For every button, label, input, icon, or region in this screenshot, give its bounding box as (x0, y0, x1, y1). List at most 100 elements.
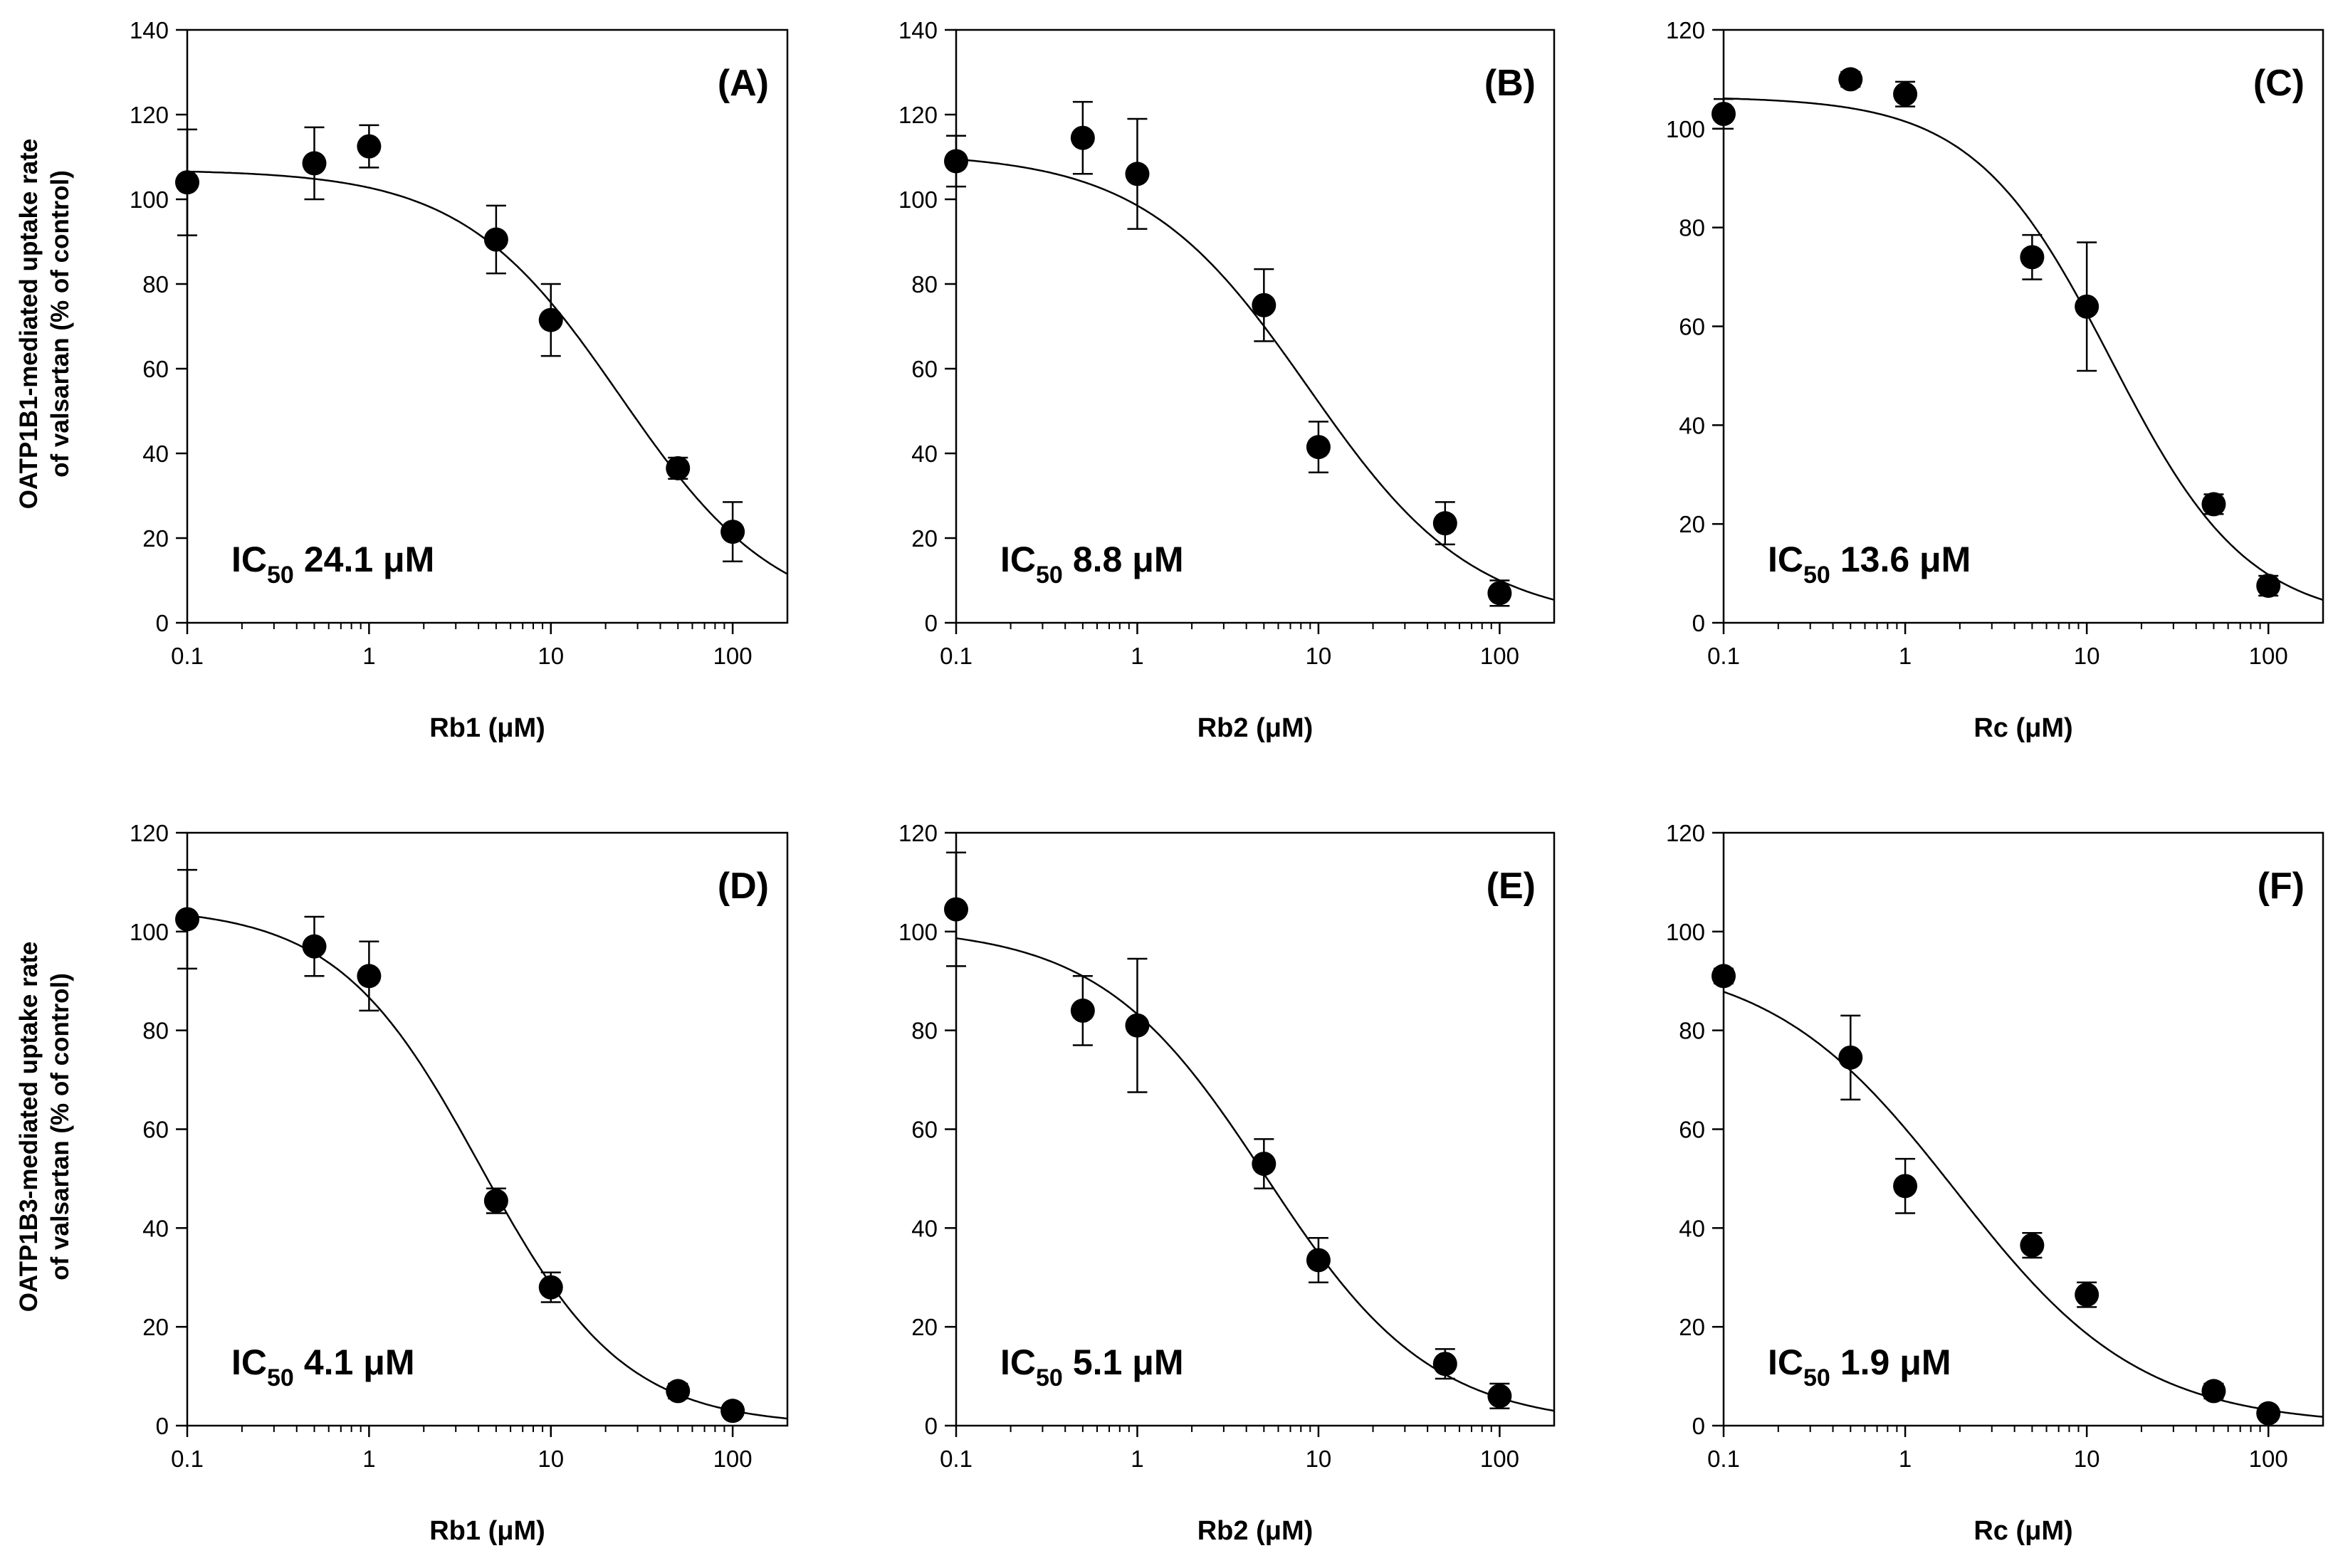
data-point (1306, 1248, 1331, 1273)
data-point (1252, 293, 1277, 317)
y-tick-label: 0 (1692, 1413, 1705, 1439)
y-tick-label: 40 (1679, 412, 1705, 438)
x-axis-label: Rb2 (μM) (1197, 713, 1314, 743)
y-tick-label: 120 (898, 820, 938, 846)
data-point (302, 934, 327, 959)
ic50-prefix: IC (231, 1342, 267, 1382)
x-tick-label: 0.1 (171, 1446, 204, 1472)
data-point (2020, 245, 2045, 270)
ic50-prefix: IC (1768, 540, 1803, 579)
y-tick-label: 60 (142, 356, 169, 382)
ic50-subscript: 50 (1036, 562, 1063, 589)
data-point (1125, 162, 1150, 186)
y-tick-label: 20 (911, 525, 938, 552)
y-tick-label: 60 (911, 356, 938, 382)
ic50-annotation: IC50 1.9 μM (1768, 1342, 1951, 1391)
data-point (1252, 1152, 1277, 1177)
y-tick-label: 100 (898, 186, 938, 213)
x-tick-label: 1 (1131, 643, 1143, 669)
data-point (2256, 573, 2281, 598)
x-tick-label: 100 (1480, 643, 1519, 669)
ic50-subscript: 50 (1803, 562, 1830, 589)
y-tick-label: 20 (1679, 511, 1705, 537)
y-tick-label: 80 (142, 1018, 169, 1044)
panel-label: (E) (1487, 865, 1536, 907)
data-point (1838, 1045, 1863, 1070)
x-tick-label: 10 (2074, 1446, 2100, 1472)
ic50-subscript: 50 (1036, 1364, 1063, 1391)
y-tick-label: 40 (911, 1215, 938, 1241)
ic50-value: 13.6 μM (1840, 540, 1971, 579)
data-point (1432, 511, 1457, 536)
data-point (2075, 1283, 2100, 1307)
y-tick-label: 40 (1679, 1215, 1705, 1241)
data-point (1838, 67, 1863, 92)
y-tick-label: 40 (142, 441, 169, 467)
ic50-subscript: 50 (267, 562, 294, 589)
panel-e: 0 20 40 60 80 100 120 0.1 1 10 100 Rb2 (μM) (E) IC50 5… (898, 820, 1556, 1546)
data-point (175, 907, 199, 932)
x-tick-label: 100 (713, 643, 753, 669)
ic50-value: 4.1 μM (304, 1342, 415, 1382)
data-point (1070, 125, 1095, 150)
data-point (2201, 492, 2226, 517)
ic50-value: 1.9 μM (1840, 1342, 1951, 1382)
x-tick-label: 0.1 (1707, 643, 1740, 669)
x-tick-label: 10 (538, 643, 564, 669)
ic50-annotation: IC50 8.8 μM (1000, 540, 1183, 589)
x-axis-label: Rc (μM) (1973, 1516, 2072, 1546)
x-tick-label: 100 (2249, 1446, 2288, 1472)
panel-c: 0 20 40 60 80 100 120 0.1 1 10 100 Rc (μM) (C) IC50 13… (1666, 17, 2324, 743)
y-tick-label: 0 (925, 610, 938, 636)
fit-curve (955, 158, 1555, 601)
panel-b: 0 20 40 60 80 100 120 140 0.1 1 10 100 Rb2 (μM) (B) IC… (898, 17, 1556, 743)
x-tick-label: 0.1 (940, 643, 973, 669)
data-point (1711, 964, 1736, 989)
plot-frame (1722, 28, 2324, 624)
y-tick-label: 100 (1666, 116, 1705, 142)
panel-label: (D) (718, 865, 769, 907)
data-point (2256, 1401, 2281, 1426)
data-point (357, 964, 382, 989)
y-tick-label: 0 (925, 1413, 938, 1439)
ic50-value: 24.1 μM (304, 540, 434, 579)
ic50-prefix: IC (1768, 1342, 1803, 1382)
plot-frame (955, 28, 1556, 624)
y-tick-label: 60 (1679, 1117, 1705, 1143)
y-tick-label: 120 (898, 102, 938, 128)
data-point (1432, 1352, 1457, 1377)
ic50-annotation: IC50 13.6 μM (1768, 540, 1971, 589)
data-point (1487, 581, 1512, 606)
y-tick-label: 100 (130, 186, 169, 213)
x-axis-label: Rb1 (μM) (429, 1516, 545, 1546)
data-point (2020, 1233, 2045, 1258)
x-tick-label: 10 (1306, 643, 1332, 669)
ic50-prefix: IC (1000, 540, 1036, 579)
row-2-ylabel-line1: OATP1B3-mediated uptake rate (15, 942, 43, 1312)
fit-curve (187, 914, 788, 1420)
y-tick-label: 0 (156, 1413, 169, 1439)
ic50-annotation: IC50 4.1 μM (231, 1342, 414, 1391)
data-point (538, 1275, 563, 1300)
panel-label: (A) (718, 63, 769, 104)
data-point (538, 307, 563, 332)
x-tick-label: 1 (362, 1446, 375, 1472)
data-point (302, 151, 327, 176)
x-axis-label: Rb2 (μM) (1197, 1516, 1314, 1546)
y-tick-label: 120 (130, 820, 169, 846)
y-tick-label: 100 (130, 919, 169, 945)
y-tick-label: 0 (156, 610, 169, 636)
x-tick-label: 10 (1306, 1446, 1332, 1472)
ic50-annotation: IC50 24.1 μM (231, 540, 434, 589)
panel-label: (B) (1484, 63, 1536, 104)
data-point (720, 520, 745, 544)
data-point (1487, 1384, 1512, 1409)
panel-label: (C) (2253, 63, 2305, 104)
y-tick-label: 80 (911, 271, 938, 298)
ic50-value: 8.8 μM (1073, 540, 1184, 579)
x-axis-label: Rb1 (μM) (429, 713, 545, 743)
y-tick-label: 20 (911, 1314, 938, 1340)
data-point (1711, 102, 1736, 127)
data-point (175, 170, 199, 195)
y-tick-label: 0 (1692, 610, 1705, 636)
